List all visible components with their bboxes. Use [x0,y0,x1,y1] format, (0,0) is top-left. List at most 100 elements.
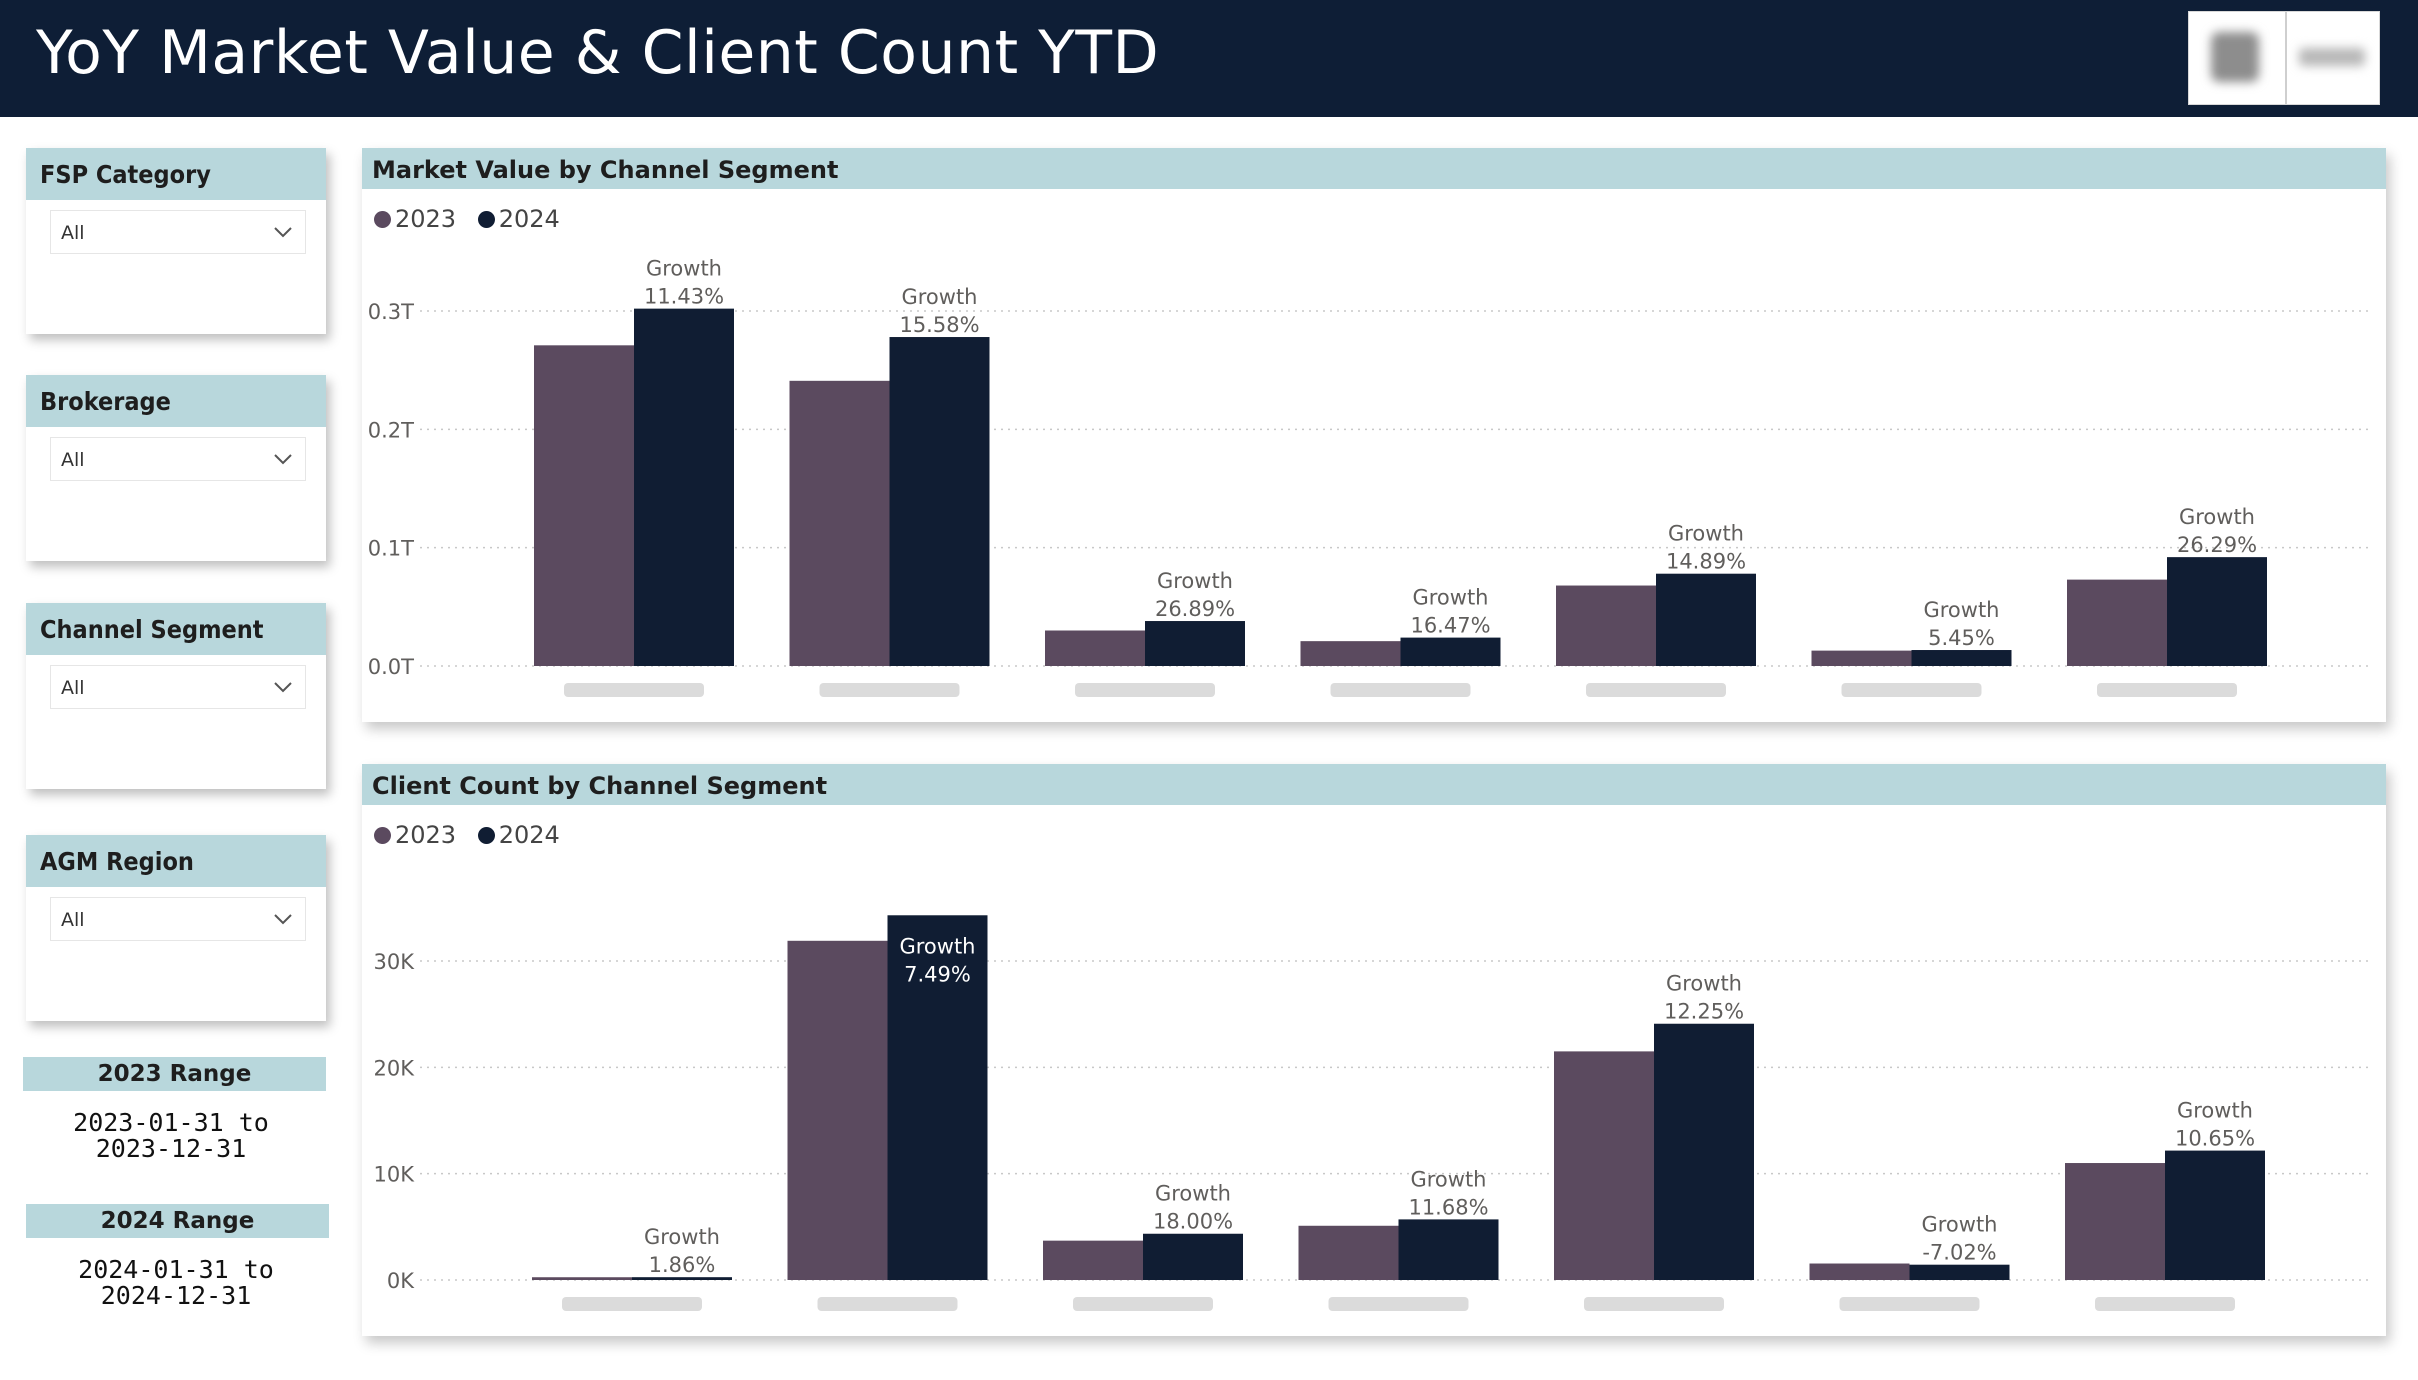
range-2023-value: 2023-01-31 to 2023-12-31 [23,1110,319,1162]
legend-2023-label: 2023 [395,205,457,233]
bar-2024 [632,1277,732,1280]
legend-2023-marker [374,210,391,228]
growth-value: -7.02% [1922,1241,1996,1265]
category-label-redacted [1328,1297,1469,1311]
growth-label: Growth [644,1225,720,1249]
legend-2023-label: 2023 [395,821,457,849]
bar-2023 [532,1277,632,1280]
dropdown-value: All [61,449,85,471]
category-label-redacted [819,683,960,697]
range-end: 2024-12-31 [100,1281,252,1310]
growth-label: Growth [899,934,975,958]
channel-segment-dropdown[interactable]: All [50,665,306,709]
growth-value: 5.45% [1928,626,1995,650]
growth-value: 18.00% [1153,1210,1233,1234]
growth-value: 26.29% [2177,533,2257,557]
range-end: 2023-12-31 [95,1134,247,1163]
slicer-header: Brokerage [26,375,326,427]
bar-2024 [889,337,990,666]
chart-legend: 2023 2024 [374,204,574,233]
dropdown-value: All [61,222,85,244]
category-label-redacted [817,1297,958,1311]
brokerage-dropdown[interactable]: All [50,437,306,481]
growth-label: Growth [1157,569,1233,593]
market-value-chart-card: Market Value by Channel Segment 2023 202… [362,148,2386,722]
slicer-title: FSP Category [40,160,211,189]
chevron-down-icon [274,227,292,238]
bar-2023 [1809,1263,1910,1280]
bar-2024 [2167,557,2267,666]
growth-label: Growth [1921,1213,1997,1237]
growth-value: 12.25% [1664,1000,1744,1024]
category-label-redacted [562,1297,702,1311]
category-label-redacted [2097,683,2237,697]
legend-2024-label: 2024 [498,821,560,849]
bar-2024 [1143,1233,1243,1280]
bar-2024 [1911,650,2012,666]
client-count-chart-card: Client Count by Channel Segment 2023 202… [362,764,2386,1336]
category-label-redacted [1586,683,1726,697]
bar-2024 [1654,1023,1754,1280]
y-tick-label: 0.0T [368,655,414,679]
growth-value: 7.49% [904,962,971,986]
bar-2024 [1398,1219,1499,1280]
slicer-title: AGM Region [40,847,194,876]
y-tick-label: 0K [387,1269,415,1293]
growth-value: 1.86% [649,1253,716,1277]
slicer-fsp-category: FSP Category All [26,148,326,334]
bar-2023 [1043,1240,1143,1280]
fsp-category-dropdown[interactable]: All [50,210,306,254]
growth-value: 15.58% [899,313,979,337]
range-start: 2023-01-31 to [73,1108,269,1137]
growth-label: Growth [1668,522,1744,546]
category-label-redacted [1073,1297,1213,1311]
dropdown-value: All [61,677,85,699]
category-label-redacted [1075,683,1215,697]
bar-2023 [789,380,890,666]
client-count-chart: 0K 10K 20K 30K Growth 1.86% Growth 7.49% Growth 1… [374,915,2372,1311]
chart-legend: 2023 2024 [374,820,574,849]
y-tick-label: 20K [374,1056,416,1080]
growth-value: 26.89% [1155,597,1235,621]
range-2024-value: 2024-01-31 to 2024-12-31 [26,1257,326,1309]
growth-value: 10.65% [2175,1127,2255,1151]
slicer-header: FSP Category [26,148,326,200]
agm-region-dropdown[interactable]: All [50,897,306,941]
bar-2024 [887,915,988,1280]
slicer-agm-region: AGM Region All [26,835,326,1021]
growth-label: Growth [901,285,977,309]
chevron-down-icon [274,454,292,465]
growth-label: Growth [646,257,722,281]
dropdown-value: All [61,909,85,931]
chart-header: Market Value by Channel Segment [362,148,2386,189]
growth-label: Growth [2177,1099,2253,1123]
growth-value: 16.47% [1410,614,1490,638]
growth-label: Growth [1412,586,1488,610]
bar-2023 [787,940,888,1280]
bar-2024 [1145,621,1245,666]
growth-label: Growth [1410,1167,1486,1191]
growth-label: Growth [2179,505,2255,529]
page-title: YoY Market Value & Client Count YTD [36,18,1160,88]
bar-2023 [1811,650,1912,666]
bar-2024 [634,308,734,666]
growth-label: Growth [1666,972,1742,996]
slicer-title: Brokerage [40,387,171,416]
bar-2023 [2067,579,2167,666]
growth-value: 11.43% [644,285,724,309]
slicer-channel-segment: Channel Segment All [26,603,326,789]
chevron-down-icon [274,682,292,693]
market-value-chart: 0.0T 0.1T 0.2T 0.3T Growth 11.43% Growth 15.58%… [368,257,2372,697]
category-label-redacted [564,683,704,697]
bar-2023 [1300,641,1401,666]
legend-2024-label: 2024 [498,205,560,233]
category-label-redacted [1584,1297,1724,1311]
y-tick-label: 0.3T [368,300,414,324]
slicer-header: Channel Segment [26,603,326,655]
range-2024-label: 2024 Range [26,1204,329,1238]
range-2023-label: 2023 Range [23,1057,326,1091]
company-logo [2188,11,2380,105]
bar-2024 [1656,573,1756,666]
slicer-header: AGM Region [26,835,326,887]
legend-2023-marker [374,826,391,844]
